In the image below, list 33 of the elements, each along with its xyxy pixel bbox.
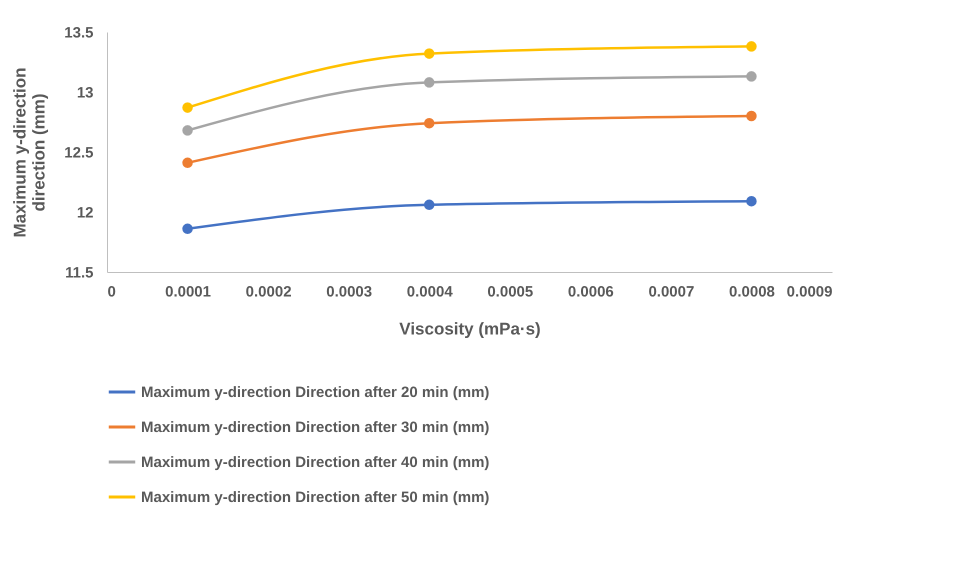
point <box>746 196 757 206</box>
y-tick-label: 12 <box>76 204 94 222</box>
legend-label: Maximum y-direction Direction after 50 min (mm) <box>141 489 490 506</box>
point <box>746 110 757 122</box>
legend-label: Maximum y-direction Direction after 40 min (mm) <box>141 454 490 471</box>
point <box>424 77 434 88</box>
point <box>424 118 434 128</box>
point <box>182 102 193 113</box>
point <box>746 71 757 82</box>
point <box>182 158 193 168</box>
y-axis-title: Maximum y-direction direction (mm) <box>10 67 48 238</box>
point <box>182 224 193 234</box>
x-tick-label: 0.0007 <box>648 284 694 300</box>
x-tick-label: 0.0004 <box>406 284 454 300</box>
y-tick-label: 13.5 <box>64 24 94 42</box>
x-tick-label: 0.0008 <box>729 284 775 300</box>
point <box>746 41 757 52</box>
x-tick-label: 0.0001 <box>165 284 211 300</box>
point <box>424 200 434 210</box>
x-tick-label: 0.0006 <box>568 284 614 300</box>
x-axis-title: Viscosity (mPa·s) <box>399 320 541 338</box>
x-tick-label: 0.0009 <box>786 284 832 300</box>
legend-label: Maximum y-direction Direction after 20 min (mm) <box>141 384 490 401</box>
x-tick-label: 0.0002 <box>246 284 292 300</box>
point <box>182 125 193 136</box>
y-tick-label: 12.5 <box>64 144 94 162</box>
y-tick-label: 13 <box>76 84 94 102</box>
x-tick-label: 0 <box>108 284 116 300</box>
y-tick-label: 11.5 <box>65 264 94 282</box>
x-tick-label: 0.0003 <box>326 284 372 300</box>
x-tick-label: 0.0005 <box>487 284 534 300</box>
point <box>424 48 434 59</box>
legend-label: Maximum y-direction Direction after 30 min (mm) <box>141 419 490 436</box>
